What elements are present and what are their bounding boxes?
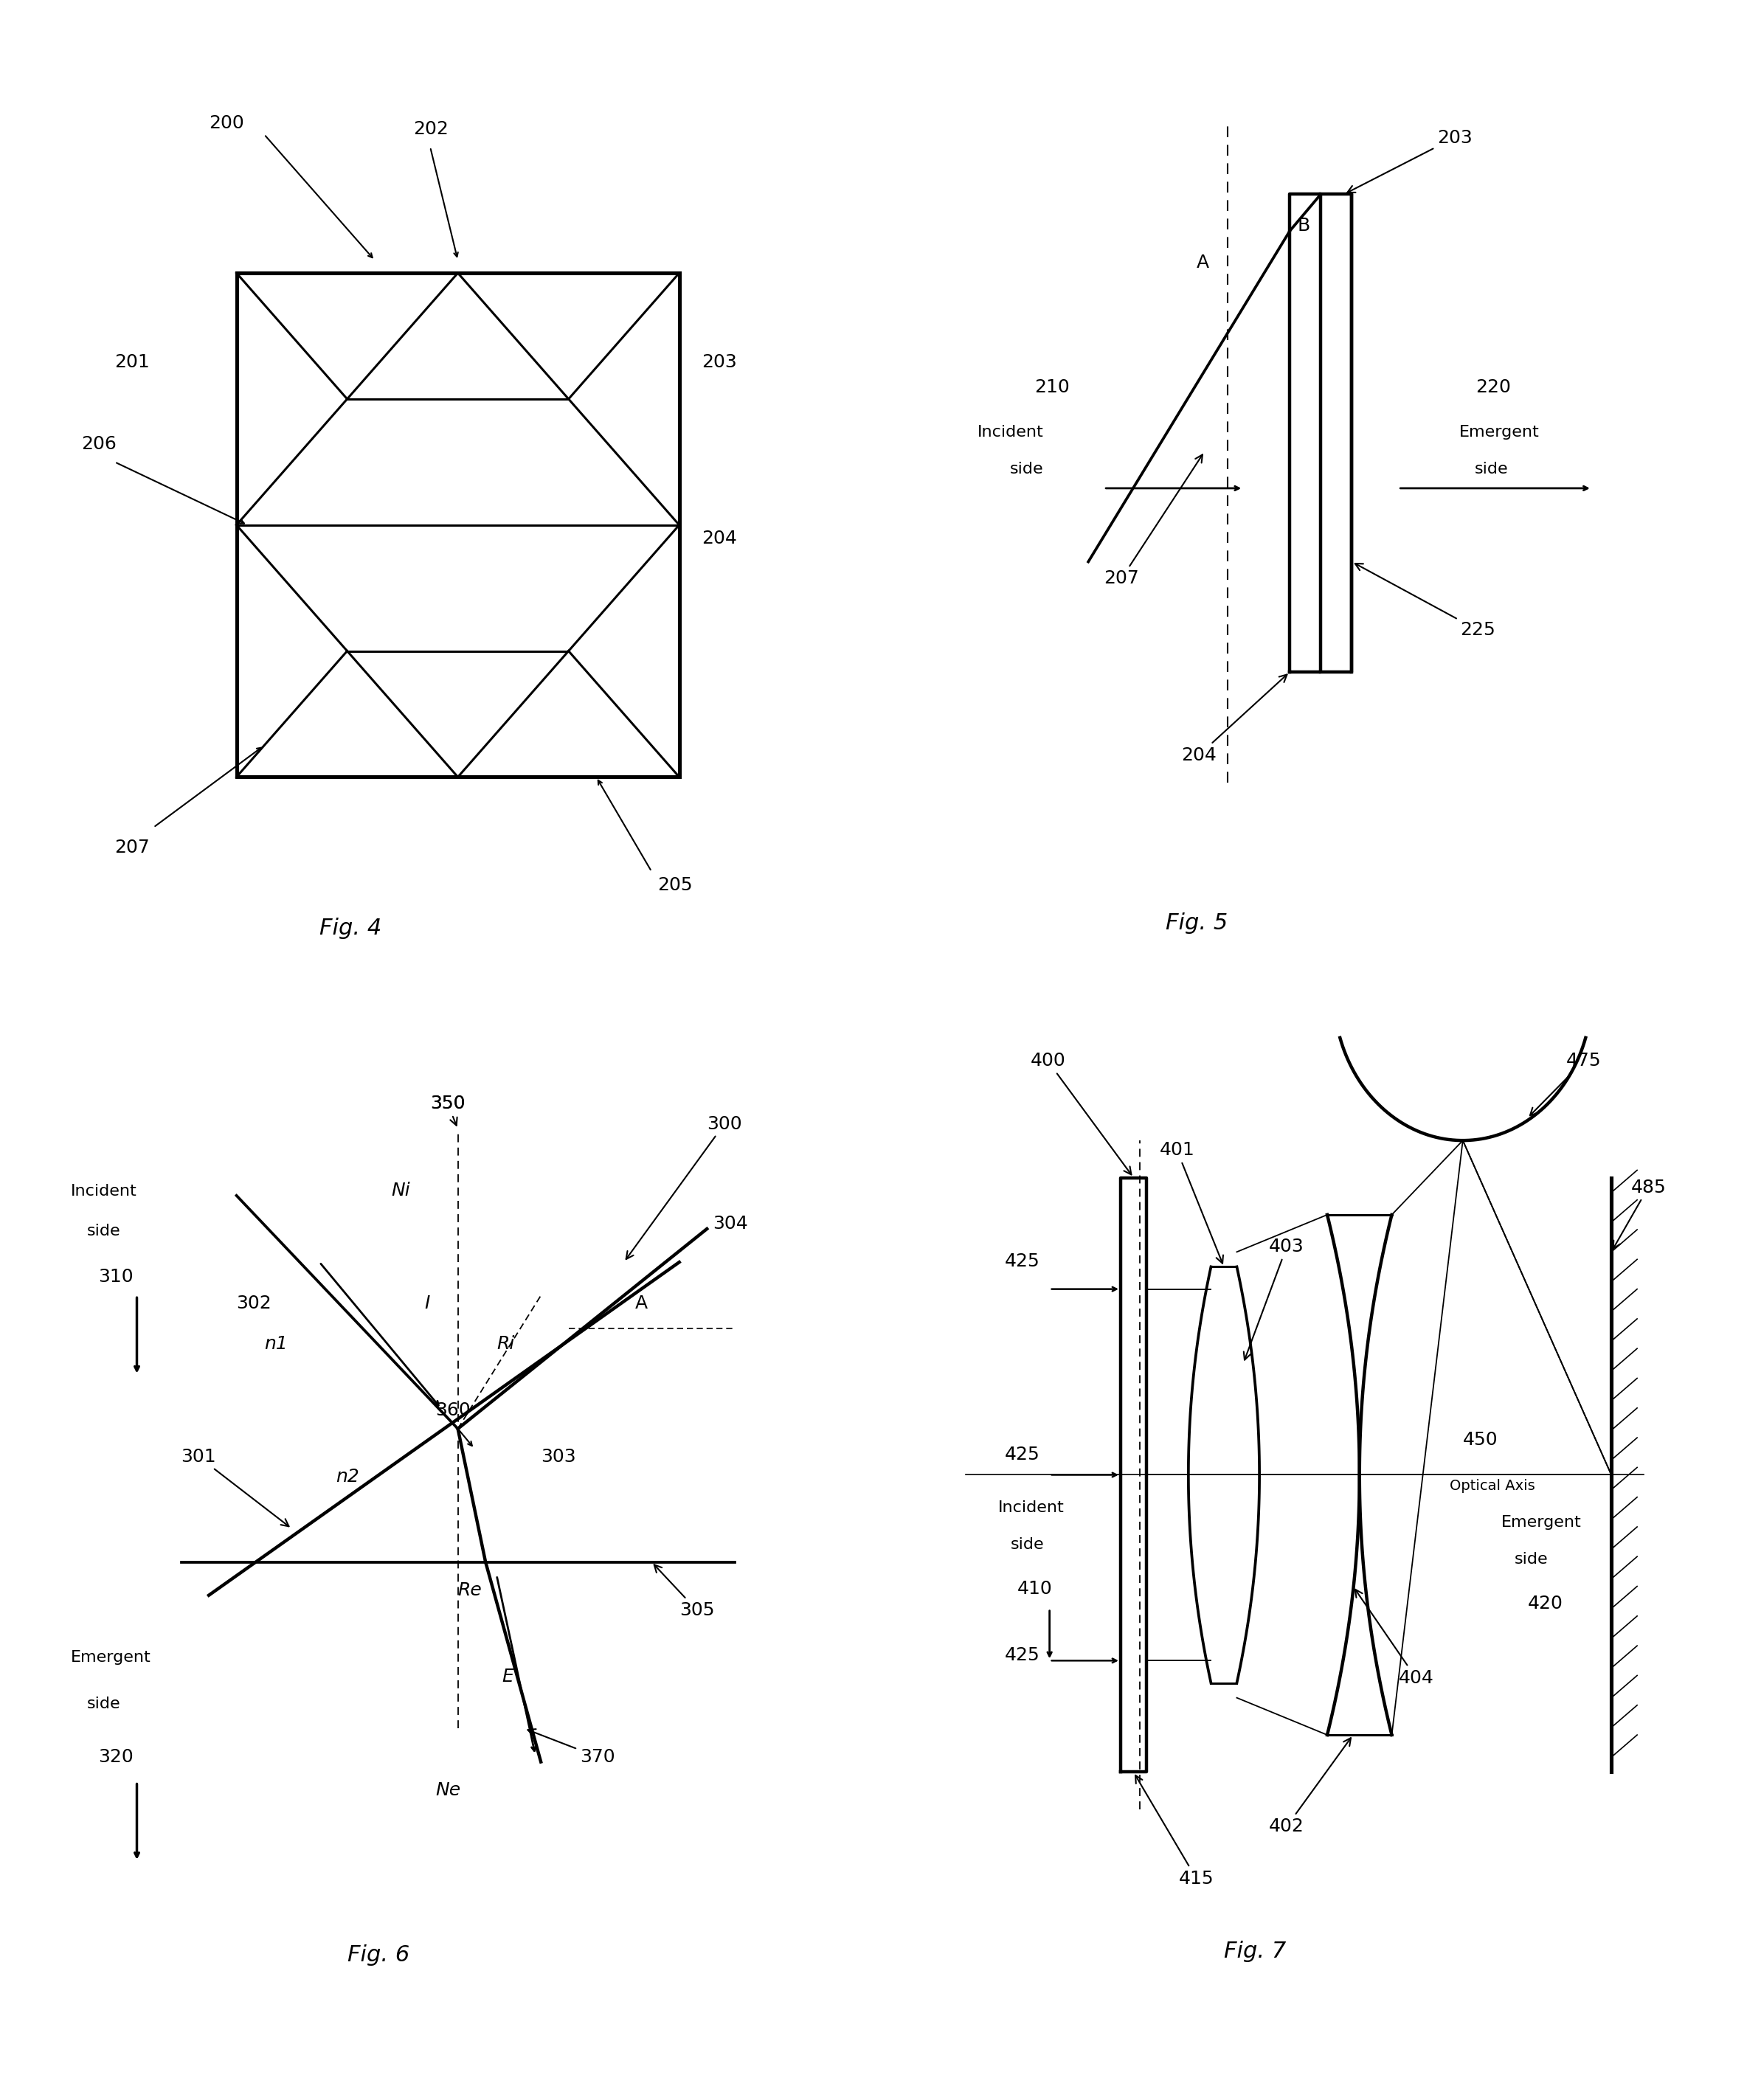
Text: 304: 304 — [713, 1214, 748, 1233]
Text: A: A — [636, 1296, 648, 1312]
Text: A: A — [1197, 254, 1210, 271]
Text: Fig. 4: Fig. 4 — [319, 918, 382, 939]
Text: Fig. 6: Fig. 6 — [347, 1945, 409, 1966]
Text: 303: 303 — [541, 1449, 576, 1466]
Text: side: side — [86, 1224, 122, 1239]
Text: 410: 410 — [1018, 1579, 1053, 1598]
Text: 205: 205 — [657, 876, 692, 895]
Text: 350: 350 — [430, 1094, 465, 1113]
Text: 302: 302 — [236, 1296, 271, 1312]
Text: 425: 425 — [1004, 1254, 1039, 1270]
Text: Ri: Ri — [497, 1336, 514, 1352]
Text: 450: 450 — [1463, 1430, 1499, 1449]
Text: 360: 360 — [435, 1401, 470, 1420]
Text: 402: 402 — [1270, 1739, 1351, 1835]
Text: Re: Re — [458, 1581, 483, 1598]
Text: 200: 200 — [210, 113, 245, 132]
Text: Emergent: Emergent — [1458, 424, 1539, 439]
Text: 204: 204 — [701, 529, 736, 548]
Text: side: side — [86, 1697, 122, 1711]
Text: n1: n1 — [264, 1336, 287, 1352]
Text: 401: 401 — [1159, 1140, 1224, 1264]
Text: Incident: Incident — [977, 424, 1044, 439]
Text: 485: 485 — [1613, 1178, 1666, 1250]
Text: 310: 310 — [99, 1268, 134, 1285]
Text: 404: 404 — [1356, 1590, 1433, 1686]
Text: 210: 210 — [1034, 378, 1069, 397]
Text: 207: 207 — [114, 838, 150, 857]
Text: side: side — [1514, 1552, 1548, 1567]
Text: Ni: Ni — [391, 1182, 410, 1199]
Text: Emergent: Emergent — [1502, 1514, 1581, 1529]
Text: 203: 203 — [1347, 128, 1472, 193]
Text: 403: 403 — [1243, 1237, 1305, 1361]
Text: 425: 425 — [1004, 1646, 1039, 1665]
Text: 201: 201 — [114, 353, 150, 372]
Text: I: I — [424, 1296, 430, 1312]
Text: 220: 220 — [1476, 378, 1511, 397]
Text: Incident: Incident — [70, 1184, 137, 1199]
Text: 225: 225 — [1354, 563, 1495, 638]
Text: E: E — [502, 1667, 514, 1686]
Text: 300: 300 — [627, 1115, 741, 1260]
Text: 370: 370 — [528, 1728, 615, 1766]
Text: 301: 301 — [181, 1449, 289, 1527]
Text: Emergent: Emergent — [70, 1651, 151, 1665]
Text: 415: 415 — [1136, 1774, 1213, 1888]
Text: Ne: Ne — [435, 1781, 461, 1800]
Text: 420: 420 — [1527, 1594, 1562, 1613]
Text: Fig. 7: Fig. 7 — [1224, 1940, 1286, 1961]
Text: 202: 202 — [414, 120, 449, 139]
Text: B: B — [1298, 216, 1310, 235]
Text: 207: 207 — [1104, 456, 1203, 588]
Text: Fig. 5: Fig. 5 — [1166, 911, 1227, 934]
Text: side: side — [1009, 462, 1043, 477]
Text: 206: 206 — [81, 435, 116, 454]
Text: 320: 320 — [99, 1747, 134, 1766]
Text: 204: 204 — [1182, 674, 1287, 764]
Text: side: side — [1011, 1537, 1044, 1552]
Text: 305: 305 — [653, 1564, 715, 1619]
Text: Optical Axis: Optical Axis — [1449, 1478, 1536, 1493]
Text: 203: 203 — [701, 353, 736, 372]
Text: Incident: Incident — [998, 1499, 1064, 1514]
Text: n2: n2 — [336, 1468, 359, 1485]
Text: side: side — [1474, 462, 1507, 477]
Text: 350: 350 — [430, 1094, 465, 1126]
Text: 475: 475 — [1530, 1052, 1601, 1115]
Text: 400: 400 — [1030, 1052, 1131, 1174]
Text: 425: 425 — [1004, 1447, 1039, 1464]
